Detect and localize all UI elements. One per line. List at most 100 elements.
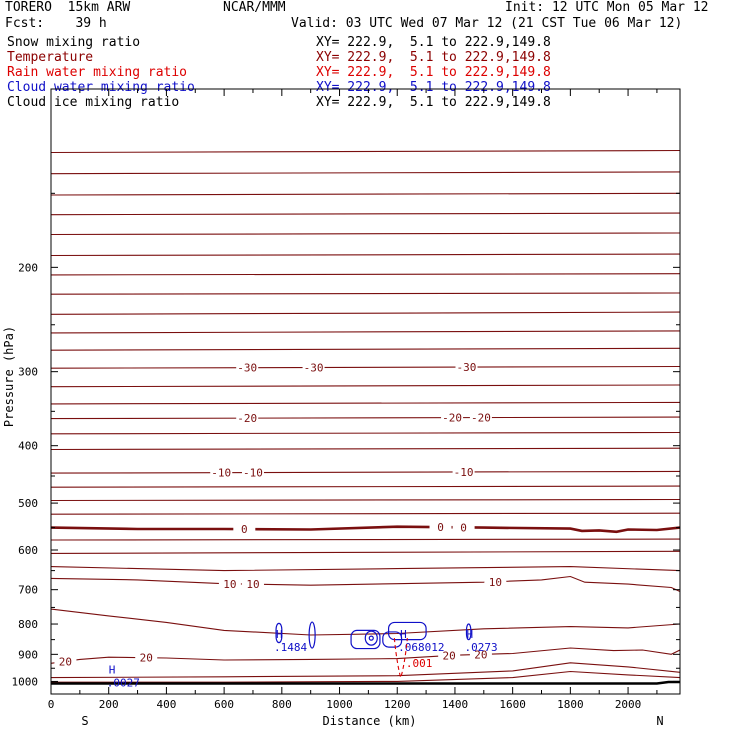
temperature-contour-27 xyxy=(50,608,681,636)
x-tick-label: 1400 xyxy=(442,698,469,711)
north-end-label: N xyxy=(656,714,663,728)
cloud-water-max-marker: H xyxy=(276,628,283,641)
temperature-contour-label: -10 xyxy=(454,466,474,479)
temperature-contour-label: 0 xyxy=(241,523,248,536)
temperature-contour-9 xyxy=(50,212,681,216)
y-tick-label: 800 xyxy=(18,618,38,631)
field-xy-cloud-water: XY= 222.9, 5.1 to 222.9,149.8 xyxy=(316,80,551,95)
temperature-contour-13 xyxy=(50,292,681,295)
cloud-water-max-value: .0027 xyxy=(107,677,140,690)
plot-frame xyxy=(50,88,681,695)
field-name-snow: Snow mixing ratio xyxy=(7,35,141,50)
y-tick-label: 700 xyxy=(18,584,38,597)
temperature-contours: 0 0 0 10 10 10 20 20 20 20 -10 -10 -10 -20 -20 -20 -30 -3… xyxy=(50,149,681,685)
temperature-contour-15 xyxy=(50,330,681,334)
rain-contours: .001 xyxy=(393,638,433,680)
field-xy-rain: XY= 222.9, 5.1 to 222.9,149.8 xyxy=(316,65,551,80)
temperature-contour--30 xyxy=(50,365,681,369)
temperature-contour-label: 20 xyxy=(443,650,456,663)
temperature-contour-8 xyxy=(50,192,681,196)
temperature-contour-24 xyxy=(50,538,681,541)
temperature-contour--20 xyxy=(50,416,681,420)
temperature-contour-label: 20 xyxy=(474,648,487,661)
field-name-cloud-water: Cloud water mixing ratio xyxy=(7,80,195,95)
temperature-contour-label: 20 xyxy=(59,655,72,668)
temperature-contour-10 xyxy=(50,575,681,592)
temperature-contour-7 xyxy=(50,171,681,175)
y-tick-label: 1000 xyxy=(12,675,39,688)
temperature-contour-19 xyxy=(50,431,681,435)
temperature-contour-14 xyxy=(50,311,681,315)
temperature-contour--10 xyxy=(50,470,681,474)
terrain-line xyxy=(51,680,680,685)
temperature-contour-6 xyxy=(50,149,681,154)
temperature-contour-label: 10 xyxy=(246,578,259,591)
cloud-water-contour xyxy=(368,635,374,641)
temperature-contour-18 xyxy=(50,401,681,405)
field-name-temperature: Temperature xyxy=(7,50,94,65)
field-xy-snow: XY= 222.9, 5.1 to 222.9,149.8 xyxy=(316,35,551,50)
cloud-water-contour xyxy=(350,629,381,650)
temperature-contour-label: 10 xyxy=(223,578,236,591)
cloud-water-max-marker: H xyxy=(400,628,407,641)
temperature-contour-label: -10 xyxy=(243,467,263,480)
y-tick-label: 500 xyxy=(18,497,38,510)
y-tick-label: 900 xyxy=(18,648,38,661)
y-tick-label: 400 xyxy=(18,440,38,453)
header-model: TORERO 15km ARW xyxy=(5,0,131,15)
temperature-contour-label: -30 xyxy=(457,361,477,374)
cloud-water-max-marker: H xyxy=(466,628,473,641)
x-tick-label: 1000 xyxy=(326,698,353,711)
cloud-water-max-marker: H xyxy=(109,664,116,677)
rain-contour xyxy=(393,638,408,680)
x-tick-label: 400 xyxy=(156,698,176,711)
temperature-contour-11 xyxy=(50,253,681,257)
rain-contour-label: .001 xyxy=(406,657,433,670)
cloud-water-contour xyxy=(364,630,378,646)
x-tick-label: 1200 xyxy=(384,698,411,711)
temperature-contour-25 xyxy=(50,550,681,554)
temperature-contour-12 xyxy=(50,273,681,276)
temperature-contour-20 xyxy=(50,647,681,664)
field-name-rain: Rain water mixing ratio xyxy=(7,65,188,80)
field-name-cloud-ice: Cloud ice mixing ratio xyxy=(7,95,180,110)
header-center: NCAR/MMM xyxy=(223,0,286,15)
temperature-contour-28 xyxy=(50,662,681,679)
header-init: Init: 12 UTC Mon 05 Mar 12 xyxy=(505,0,709,15)
y-tick-label: 200 xyxy=(18,261,38,274)
temperature-contour-26 xyxy=(50,566,681,572)
temperature-contour-22 xyxy=(50,498,681,502)
header-fcst: Fcst: 39 h xyxy=(5,16,107,31)
temperature-contour-label: -30 xyxy=(304,361,324,374)
cloud-water-contour xyxy=(387,621,427,641)
cloud-water-contour xyxy=(275,622,283,644)
temperature-contour-label: 0 xyxy=(437,521,444,534)
south-end-label: S xyxy=(81,714,88,728)
temperature-contour-label: -20 xyxy=(237,412,257,425)
temperature-contour-label: -10 xyxy=(211,467,231,480)
cloud-water-contour xyxy=(308,621,316,649)
temperature-contour-label: -20 xyxy=(471,412,491,425)
cloud-water-max-value: .0273 xyxy=(464,641,497,654)
x-axis-label: Distance (km) xyxy=(323,714,417,728)
temperature-contour-0 xyxy=(50,525,681,534)
field-xy-temperature: XY= 222.9, 5.1 to 222.9,149.8 xyxy=(316,50,551,65)
temperature-contour-label: -20 xyxy=(442,412,462,425)
temperature-contour-label: 0 xyxy=(460,521,467,534)
y-axis-label: Pressure (hPa) xyxy=(2,326,16,427)
y-tick-label: 300 xyxy=(18,366,38,379)
x-tick-label: 1600 xyxy=(499,698,526,711)
x-tick-label: 0 xyxy=(48,698,55,711)
x-tick-label: 2000 xyxy=(615,698,642,711)
x-tick-label: 800 xyxy=(272,698,292,711)
field-xy-cloud-ice: XY= 222.9, 5.1 to 222.9,149.8 xyxy=(316,95,551,110)
temperature-contour-label: -30 xyxy=(237,362,257,375)
x-tick-label: 200 xyxy=(99,698,119,711)
cloud-water-max-value: .068012 xyxy=(398,641,444,654)
temperature-contour-23 xyxy=(50,512,681,515)
cloud-water-max-value: .1484 xyxy=(274,641,307,654)
cloud-water-contour xyxy=(382,631,403,648)
